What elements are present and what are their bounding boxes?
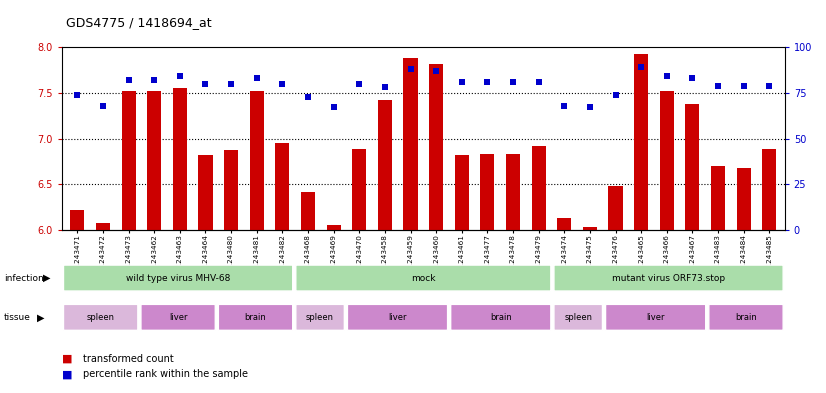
Point [481,79,494,85]
Point [97,103,110,109]
Bar [762,149,776,230]
Point [301,94,315,100]
Bar [711,166,725,230]
Point [378,84,392,90]
Text: brain: brain [244,313,267,322]
Text: brain: brain [735,313,757,322]
Bar [70,210,84,230]
Text: liver: liver [647,313,665,322]
Bar [609,186,623,230]
Text: ▶: ▶ [37,312,45,322]
Bar [583,227,597,230]
FancyBboxPatch shape [554,265,783,291]
Bar [403,58,418,230]
Bar [532,146,546,230]
FancyBboxPatch shape [605,304,705,330]
Text: spleen: spleen [306,313,334,322]
Point [634,64,648,70]
Bar [249,91,263,230]
FancyBboxPatch shape [218,304,292,330]
Bar [301,191,315,230]
Point [583,104,596,110]
Bar [558,218,572,230]
Bar [481,154,495,230]
Text: spleen: spleen [564,313,592,322]
Bar [660,91,674,230]
Text: transformed count: transformed count [83,354,173,364]
Bar [198,155,212,230]
Bar [224,151,238,230]
Text: GDS4775 / 1418694_at: GDS4775 / 1418694_at [66,17,211,29]
Text: ■: ■ [62,354,73,364]
Point [762,83,776,89]
Point [353,81,366,87]
Bar [429,64,444,230]
Bar [147,91,161,230]
Text: mutant virus ORF73.stop: mutant virus ORF73.stop [612,274,725,283]
Text: liver: liver [388,313,406,322]
Point [276,81,289,87]
Point [404,66,417,72]
Text: spleen: spleen [87,313,115,322]
Bar [173,88,187,230]
Point [250,75,263,81]
Text: tissue: tissue [4,313,31,322]
Text: infection: infection [4,274,44,283]
FancyBboxPatch shape [348,304,448,330]
Point [711,83,724,89]
Bar [275,143,289,230]
Point [173,73,187,79]
FancyBboxPatch shape [554,304,602,330]
Point [148,77,161,83]
Point [122,77,135,83]
Bar [455,155,469,230]
Point [737,83,750,89]
Bar [352,149,366,230]
Bar [737,168,751,230]
Bar [506,154,520,230]
Point [660,73,673,79]
Text: wild type virus MHV-68: wild type virus MHV-68 [126,274,230,283]
Bar [634,55,648,230]
Point [71,92,84,98]
Point [327,104,340,110]
FancyBboxPatch shape [709,304,783,330]
Bar [686,104,700,230]
Text: ▶: ▶ [43,273,50,283]
FancyBboxPatch shape [64,265,292,291]
Point [558,103,571,109]
Bar [96,222,110,230]
Point [686,75,699,81]
Point [199,81,212,87]
Point [225,81,238,87]
Point [455,79,468,85]
Point [430,68,443,74]
Text: liver: liver [169,313,188,322]
FancyBboxPatch shape [64,304,138,330]
FancyBboxPatch shape [296,265,551,291]
FancyBboxPatch shape [141,304,216,330]
Text: mock: mock [411,274,435,283]
Point [532,79,545,85]
Text: brain: brain [490,313,511,322]
Text: ■: ■ [62,369,73,379]
Bar [377,100,392,230]
Point [506,79,520,85]
FancyBboxPatch shape [296,304,344,330]
Bar [121,91,135,230]
Bar [326,225,340,230]
Text: percentile rank within the sample: percentile rank within the sample [83,369,248,379]
Point [609,92,622,98]
FancyBboxPatch shape [451,304,551,330]
